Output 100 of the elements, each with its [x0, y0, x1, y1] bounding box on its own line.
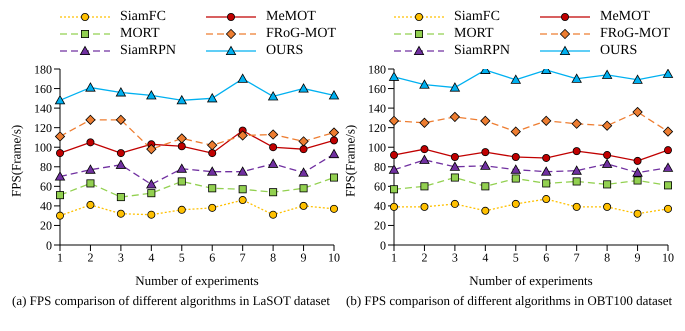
point [55, 95, 65, 104]
y-axis-title: FPS(Frame/s) [342, 124, 358, 197]
x-tick-label: 1 [57, 250, 63, 265]
point [86, 200, 94, 209]
point [634, 210, 642, 218]
point [85, 114, 96, 125]
x-axis-title: Number of experiments [469, 273, 593, 288]
point [603, 202, 612, 211]
y-tick-label: 180 [34, 62, 52, 76]
point [208, 149, 216, 158]
y-tick-label: 120 [34, 120, 52, 135]
point [300, 202, 308, 210]
point [664, 146, 672, 154]
point [56, 149, 64, 158]
point [147, 189, 156, 198]
point [208, 204, 216, 212]
point [178, 206, 186, 214]
point [542, 195, 550, 204]
x-axis-title: Number of experiments [135, 273, 259, 288]
point [632, 168, 643, 177]
point [269, 210, 278, 219]
point [572, 118, 582, 129]
point [329, 90, 339, 100]
x-tick-label: 4 [148, 250, 154, 265]
point [146, 144, 156, 154]
point [116, 210, 125, 218]
point [450, 153, 459, 161]
x-tick-label: 9 [634, 250, 641, 265]
x-tick-label: 8 [270, 250, 276, 265]
point [603, 151, 612, 160]
legend-label: SiamFC [120, 8, 166, 24]
legend-label: SiamRPN [120, 42, 176, 58]
x-tick-label: 6 [543, 250, 550, 265]
point [541, 116, 552, 126]
legend-label: FRoG-MOT [266, 26, 336, 42]
point [300, 145, 308, 154]
y-tick-label: 160 [34, 82, 52, 96]
point [116, 149, 125, 158]
y-tick-label: 100 [34, 140, 52, 154]
point [298, 168, 309, 177]
point [510, 126, 521, 137]
point [238, 130, 248, 140]
x-tick-label: 9 [300, 250, 307, 265]
point [55, 172, 65, 181]
legend-label: MORT [120, 26, 160, 42]
point [298, 136, 309, 146]
point [269, 143, 278, 152]
point [330, 204, 338, 213]
y-tick-label: 60 [40, 180, 52, 194]
legend-label: MeMOT [600, 8, 650, 24]
point [147, 210, 156, 219]
point [420, 202, 428, 211]
point [238, 185, 247, 194]
y-tick-label: 0 [380, 238, 386, 252]
point [238, 196, 247, 204]
point [634, 156, 642, 165]
y-tick-label: 140 [34, 101, 52, 116]
legend-label: FRoG-MOT [600, 26, 670, 42]
point [85, 164, 96, 174]
point [419, 154, 430, 164]
point [268, 130, 278, 140]
x-tick-label: 8 [604, 250, 610, 265]
point [512, 174, 520, 183]
point [510, 74, 521, 84]
point [390, 202, 398, 211]
point [330, 136, 338, 144]
point [664, 204, 672, 213]
point [481, 148, 490, 156]
point [420, 182, 428, 190]
x-tick-label: 2 [87, 250, 94, 265]
text: (b) FPS comparison of different algorithms in OBT100 dataset [345, 292, 674, 309]
x-tick-label: 2 [421, 250, 428, 265]
point [268, 91, 278, 100]
point [85, 82, 96, 92]
point [238, 166, 248, 176]
point [541, 166, 552, 176]
point [269, 188, 278, 196]
text: (a) FPS comparison of different algorithms in LaSOT dataset [11, 292, 331, 309]
point [116, 114, 126, 125]
legend-label: MeMOT [266, 8, 316, 24]
point [572, 177, 581, 186]
point [450, 162, 460, 171]
point [300, 184, 308, 192]
point [56, 191, 64, 200]
legend-label: OURS [266, 42, 304, 58]
point [116, 193, 125, 202]
point [663, 126, 673, 137]
point [602, 120, 612, 131]
point [176, 95, 187, 104]
y-tick-label: 60 [374, 180, 386, 194]
point [512, 153, 520, 161]
point [298, 84, 309, 93]
y-axis-title: FPS(Frame/s) [8, 124, 24, 197]
x-tick-label: 4 [482, 250, 488, 265]
point [603, 180, 612, 188]
x-tick-label: 7 [240, 250, 246, 265]
point [390, 185, 398, 194]
point [146, 90, 156, 100]
point [207, 140, 218, 150]
point [330, 174, 338, 182]
